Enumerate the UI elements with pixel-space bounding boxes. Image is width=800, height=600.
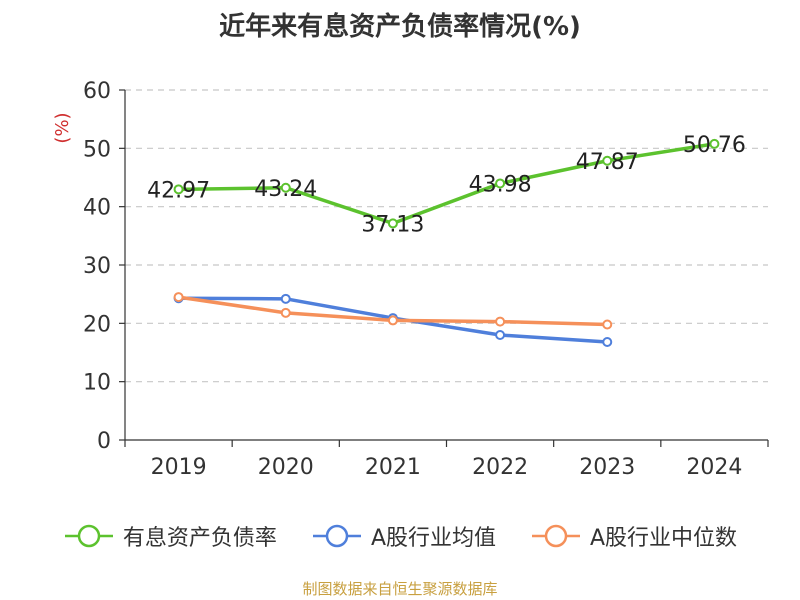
series-line — [178, 142, 715, 226]
data-point — [387, 218, 398, 229]
data-point — [280, 293, 291, 304]
data-point — [173, 184, 184, 195]
y-tick-label: 20 — [83, 312, 111, 337]
x-tick-label: 2019 — [151, 455, 207, 480]
data-point — [280, 307, 291, 318]
x-tick-label: 2021 — [365, 455, 421, 480]
chart-title: 近年来有息资产负债率情况(%) — [219, 12, 581, 42]
legend-marker — [312, 524, 361, 548]
legend-label: A股行业中位数 — [590, 526, 738, 551]
source-note: 制图数据来自恒生聚源数据库 — [302, 580, 498, 598]
y-tick-label: 10 — [83, 371, 111, 396]
x-tick-label: 2023 — [579, 455, 635, 480]
y-tick-label: 40 — [83, 196, 111, 221]
legend-marker-circle — [325, 524, 349, 548]
data-point — [495, 178, 506, 189]
data-label: 37.13 — [361, 212, 424, 237]
data-point — [495, 316, 506, 327]
data-label: 47.87 — [576, 150, 639, 175]
legend: 有息资产负债率 A股行业均值 A股行业中位数 — [0, 520, 800, 552]
y-tick-label: 0 — [97, 429, 111, 454]
data-point — [602, 155, 613, 166]
legend-marker — [64, 524, 113, 548]
legend-marker-circle — [544, 524, 568, 548]
data-label: 42.97 — [147, 178, 210, 203]
data-point — [173, 292, 184, 303]
y-tick-label: 60 — [83, 79, 111, 104]
legend-item[interactable]: 有息资产负债率 — [63, 520, 277, 552]
data-point — [495, 330, 506, 340]
y-tick-label: 50 — [83, 137, 111, 162]
legend-item[interactable]: A股行业均值 — [311, 520, 496, 552]
legend-label: 有息资产负债率 — [122, 526, 277, 551]
data-point — [602, 337, 613, 347]
data-point — [602, 319, 613, 330]
data-point — [709, 138, 720, 149]
x-tick-label: 2020 — [258, 455, 314, 480]
y-tick-label: 30 — [83, 254, 111, 279]
data-point — [387, 315, 398, 326]
data-point — [280, 182, 291, 193]
legend-marker — [532, 524, 580, 548]
x-tick-label: 2024 — [686, 455, 742, 480]
data-label: 43.24 — [254, 177, 317, 202]
x-tick-label: 2022 — [472, 455, 528, 480]
legend-label: A股行业均值 — [370, 526, 496, 551]
legend-marker-circle — [77, 524, 101, 548]
y-axis-label: (%) — [52, 112, 73, 143]
data-label: 43.98 — [469, 172, 532, 197]
data-label: 50.76 — [683, 133, 746, 158]
legend-item[interactable]: A股行业中位数 — [530, 520, 737, 552]
